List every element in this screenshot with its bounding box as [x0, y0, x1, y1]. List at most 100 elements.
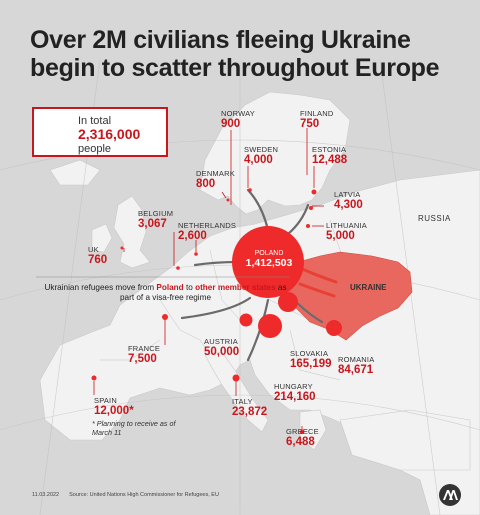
- flow-to-northeast: [286, 203, 310, 236]
- lithuania-value: 5,000: [326, 229, 355, 242]
- poland-name: POLAND: [254, 250, 284, 257]
- belgium-value: 3,067: [138, 217, 167, 230]
- norway-name: NORWAY: [221, 109, 255, 118]
- note-poland: Poland: [156, 283, 184, 292]
- greece-label: GREECE 6,488: [286, 428, 319, 448]
- turkey-land: [339, 409, 471, 471]
- latvia-value: 4,300: [334, 198, 363, 211]
- finland-label: FINLAND 750: [300, 110, 334, 130]
- france-name: FRANCE: [128, 344, 161, 353]
- note-other-states: other member states: [195, 283, 276, 292]
- bubble-spain: [91, 375, 97, 381]
- greece-land: [299, 409, 327, 451]
- estonia-name: ESTONIA: [312, 145, 347, 154]
- bubble-hungary: [258, 314, 282, 338]
- greece-name: GREECE: [286, 427, 319, 436]
- norway-value: 900: [221, 117, 241, 130]
- denmark-value: 800: [196, 177, 216, 190]
- ireland-land: [91, 223, 113, 253]
- legend-prefix: In total: [78, 115, 112, 127]
- poland-label: POLAND 1,412,503: [238, 250, 300, 269]
- slovakia-label: SLOVAKIA 165,199: [290, 350, 332, 370]
- norway-label: NORWAY 900: [221, 110, 255, 130]
- greece-value: 6,488: [286, 435, 315, 448]
- spain-name: SPAIN: [94, 396, 117, 405]
- bubble-france: [162, 314, 168, 320]
- slovakia-name: SLOVAKIA: [290, 349, 329, 358]
- latvia-name: LATVIA: [334, 190, 361, 199]
- italy-value: 23,872: [232, 405, 268, 418]
- bubble-lithuania: [306, 224, 310, 228]
- latvia-label: LATVIA 4,300: [334, 191, 363, 211]
- ukraine-shape: [287, 251, 413, 341]
- romania-label: ROMANIA 84,671: [338, 356, 374, 376]
- sweden-label: SWEDEN 4,000: [244, 146, 278, 166]
- spain-value: 12,000: [94, 404, 130, 417]
- belgium-label: BELGIUM 3,067: [138, 210, 173, 230]
- france-label: FRANCE 7,500: [128, 345, 160, 365]
- footer-date: 11.03.2022: [32, 492, 60, 498]
- slovakia-value: 165,199: [290, 357, 332, 370]
- hungary-value: 214,160: [274, 390, 316, 403]
- finland-name: FINLAND: [300, 109, 334, 118]
- uk-value: 760: [88, 253, 108, 266]
- poland-value: 1,412,503: [245, 257, 293, 269]
- hungary-label: HUNGARY 214,160: [274, 383, 316, 403]
- france-value: 7,500: [128, 352, 157, 365]
- bubble-uk: [120, 246, 124, 250]
- flow-to-southeast: [294, 300, 324, 324]
- iceland-land: [49, 159, 101, 186]
- note-text-3: as part of a visa-free regime: [119, 283, 287, 302]
- footer: 11.03.2022 Source: United Nations High Co…: [32, 492, 229, 498]
- bubble-estonia: [311, 189, 317, 195]
- italy-label: ITALY 23,872: [232, 398, 267, 418]
- estonia-label: ESTONIA 12,488: [312, 146, 347, 166]
- bubble-poland: [232, 226, 304, 298]
- flow-to-north: [246, 188, 270, 232]
- note-text-1: Ukrainian refugees move from: [44, 283, 157, 292]
- bubble-netherlands: [194, 252, 198, 256]
- finland-value: 750: [300, 117, 320, 130]
- sweden-value: 4,000: [244, 153, 273, 166]
- austria-label: AUSTRIA 50,000: [204, 338, 239, 358]
- denmark-label: DENMARK 800: [196, 170, 235, 190]
- netherlands-label: NETHERLANDS 2,600: [178, 222, 236, 242]
- bubble-sweden: [248, 188, 252, 192]
- flow-to-southwest: [180, 296, 252, 320]
- scandinavia-land: [199, 91, 351, 215]
- uk-label: UK 760: [88, 246, 107, 266]
- bubble-belgium: [176, 266, 180, 270]
- hungary-name: HUNGARY: [274, 382, 313, 391]
- russia-label: RUSSIA: [418, 214, 451, 223]
- sweden-name: SWEDEN: [244, 145, 279, 154]
- note-text-2: to: [183, 283, 196, 292]
- austria-value: 50,000: [204, 345, 240, 358]
- austria-name: AUSTRIA: [204, 337, 238, 346]
- bubble-austria: [239, 313, 253, 327]
- visa-free-note: Ukrainian refugees move from Poland to o…: [38, 283, 293, 303]
- bubble-romania: [326, 320, 342, 336]
- spain-label: SPAIN 12,000*: [94, 397, 134, 417]
- denmark-name: DENMARK: [196, 169, 235, 178]
- ukraine-label: UKRAINE: [350, 283, 387, 292]
- netherlands-name: NETHERLANDS: [178, 221, 237, 230]
- belgium-name: BELGIUM: [138, 209, 174, 218]
- bubble-denmark: [226, 198, 230, 202]
- legend-total: 2,316,000: [78, 126, 141, 142]
- page-title: Over 2M civilians fleeing Ukraine begin …: [30, 26, 440, 82]
- netherlands-value: 2,600: [178, 229, 207, 242]
- uk-land: [113, 195, 151, 269]
- lithuania-name: LITHUANIA: [326, 221, 367, 230]
- italy-land: [204, 351, 269, 433]
- legend-box: In total 2,316,000 people: [32, 107, 168, 157]
- agency-logo: [438, 483, 462, 512]
- spain-footnote-mark: *: [129, 404, 134, 417]
- estonia-value: 12,488: [312, 153, 348, 166]
- bubble-slovakia: [278, 292, 298, 312]
- lithuania-label: LITHUANIA 5,000: [326, 222, 367, 242]
- refugee-bubbles: [91, 188, 342, 434]
- footer-source: Source: United Nations High Commissioner…: [69, 492, 219, 498]
- bubble-latvia: [309, 206, 313, 210]
- romania-value: 84,671: [338, 363, 374, 376]
